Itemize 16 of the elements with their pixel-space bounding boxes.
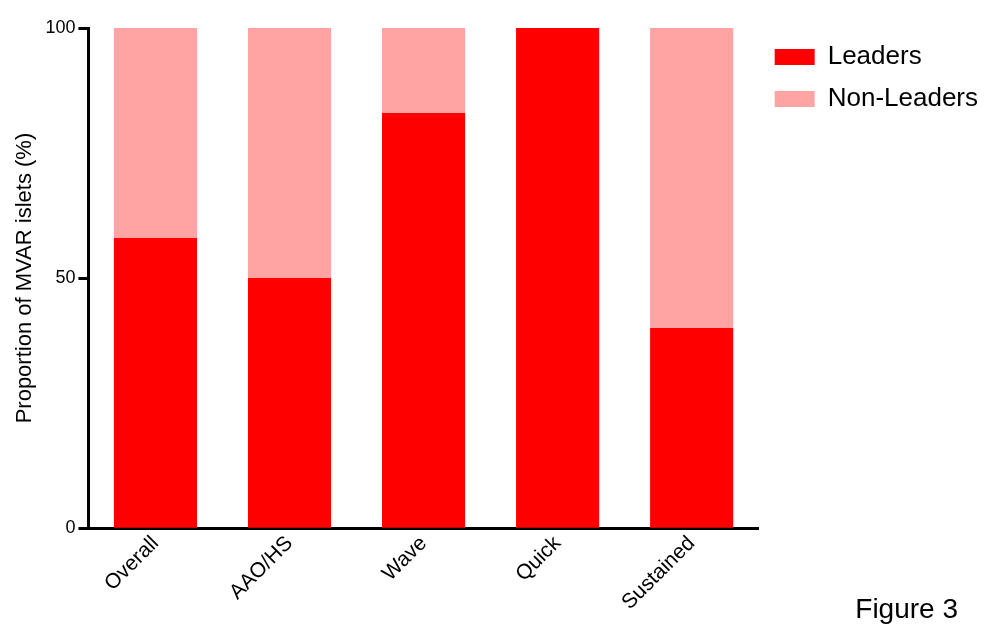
bar: [113, 28, 198, 239]
bar: [516, 28, 600, 528]
legend-label: Leaders: [827, 40, 922, 71]
legend-label: Non-Leaders: [827, 82, 978, 113]
bar: [382, 113, 466, 528]
bar: [247, 278, 332, 528]
y-tick-label: 50: [55, 267, 76, 288]
y-tick-label: 0: [65, 517, 76, 538]
y-tick-label: 100: [45, 16, 76, 37]
bar: [650, 28, 734, 329]
bar: [650, 328, 734, 528]
bar: [113, 238, 198, 528]
caption: Figure 3: [855, 592, 958, 624]
bar: [382, 28, 466, 114]
bar: [247, 28, 332, 279]
y-axis-title: Proportion of MVAR islets (%): [11, 132, 37, 424]
